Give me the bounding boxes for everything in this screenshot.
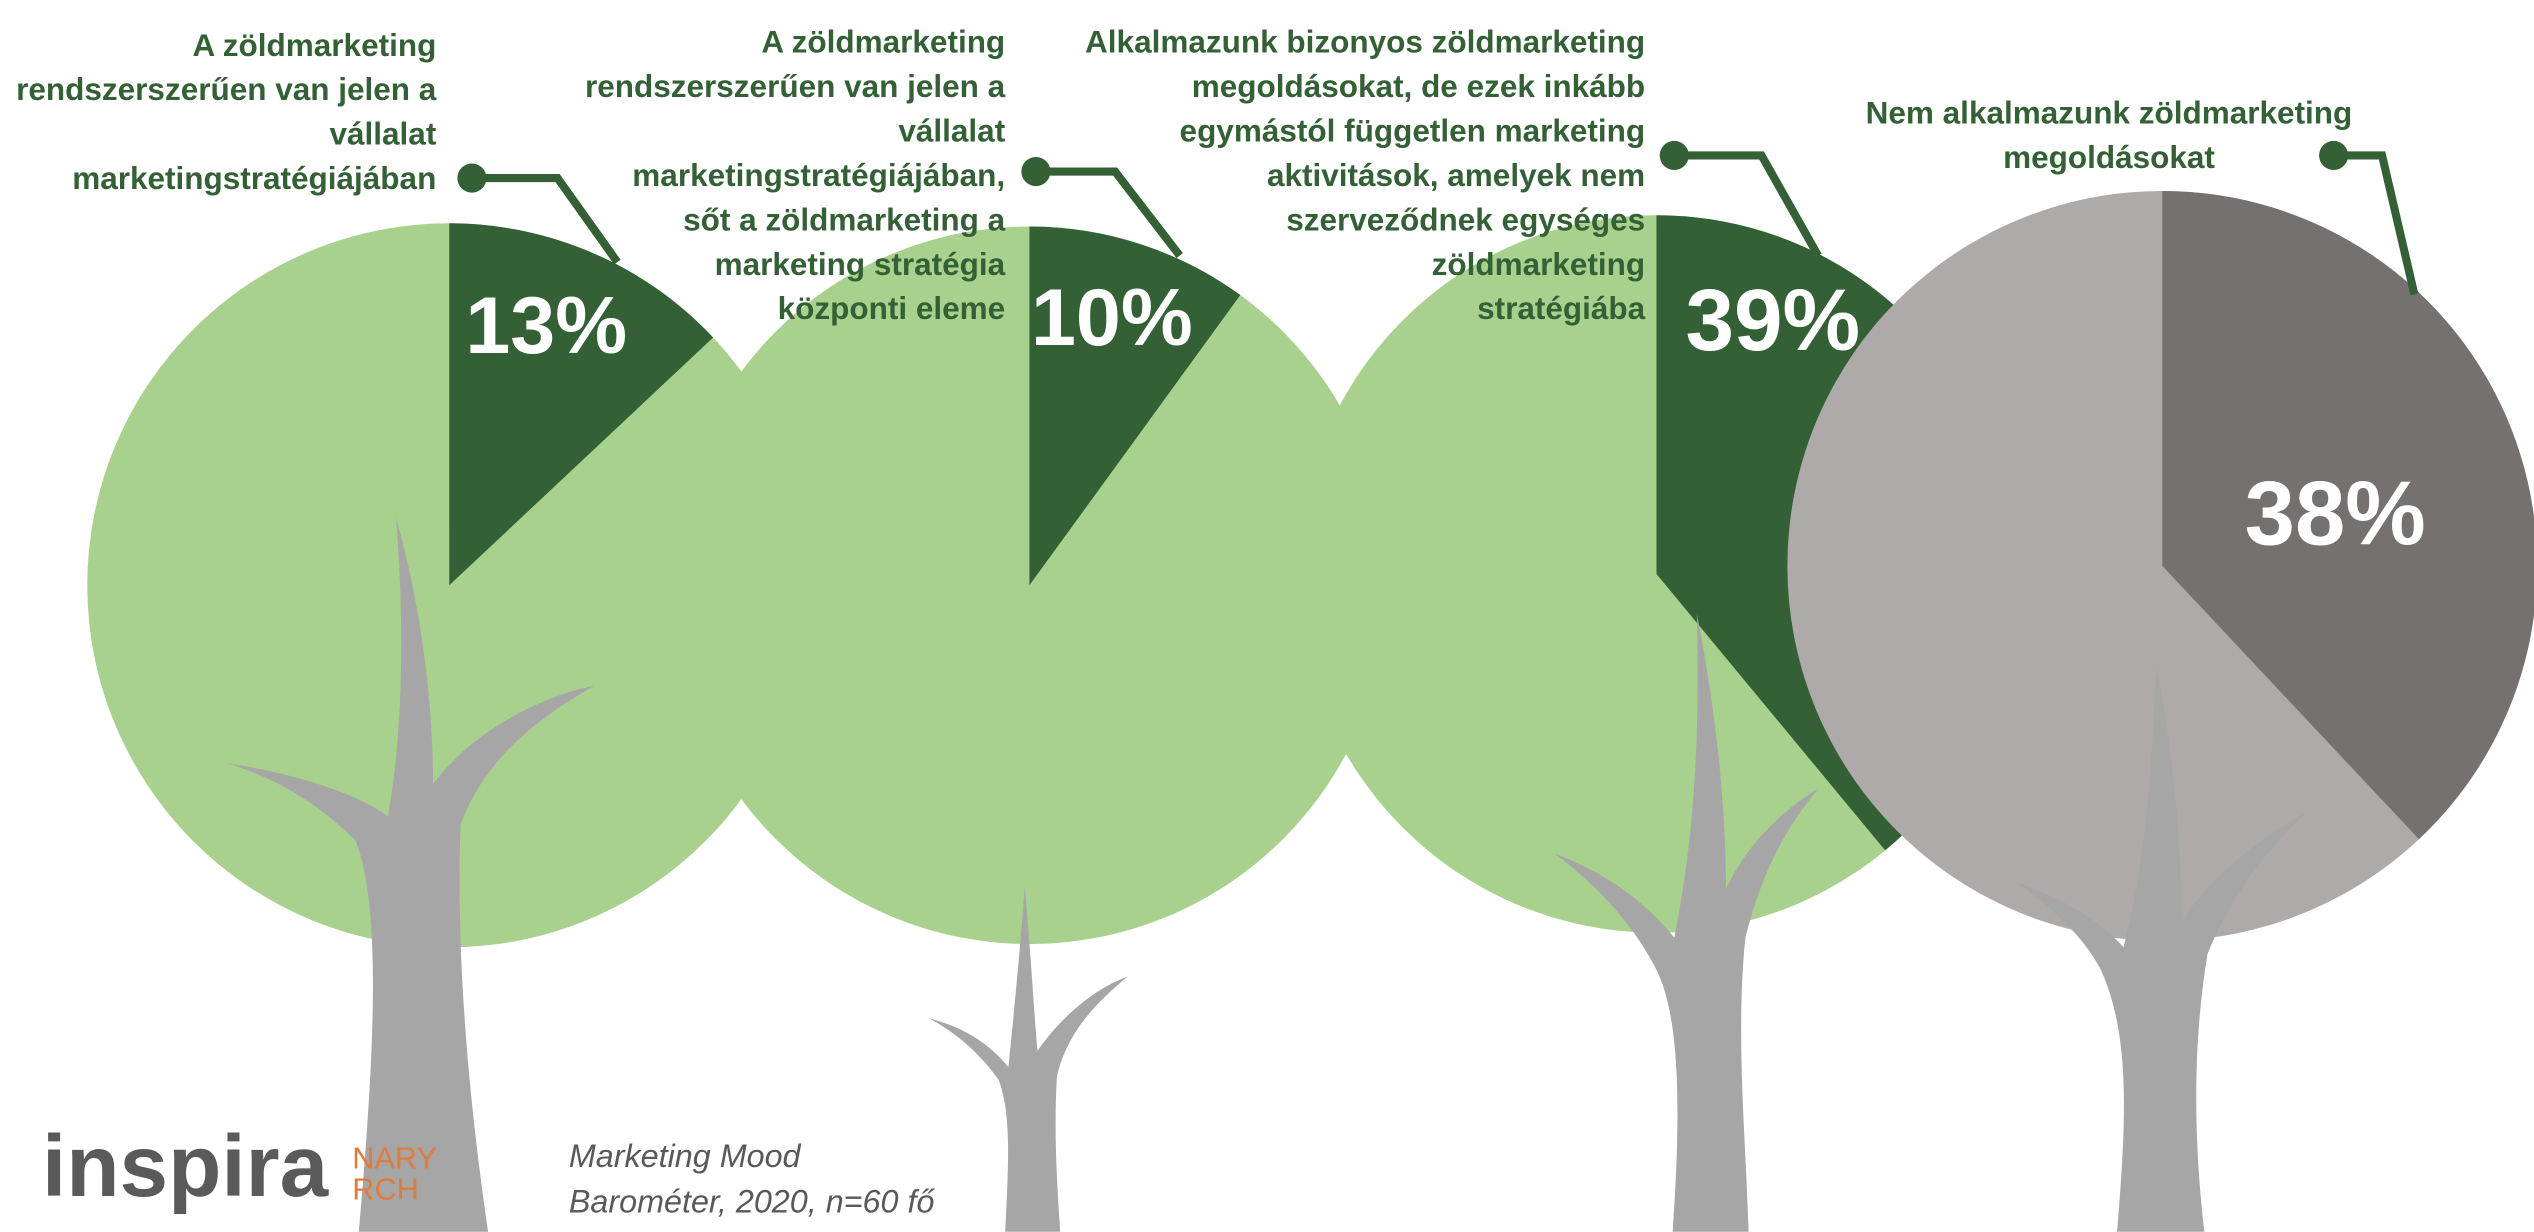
source-note: Marketing Mood	[569, 1138, 802, 1174]
category-label: marketing stratégia	[715, 246, 1006, 282]
category-label: sőt a zöldmarketing a	[683, 201, 1006, 237]
logo: inspira	[42, 1118, 330, 1215]
value-label: 39%	[1686, 272, 1861, 369]
pie-slice	[2162, 190, 2534, 840]
category-label: Nem alkalmazunk zöldmarketing	[1866, 95, 2353, 131]
leader-line	[471, 174, 621, 265]
category-label: rendszerszerűen van jelen a	[585, 68, 1006, 104]
category-label: vállalat	[330, 116, 437, 152]
category-label: rendszerszerűen van jelen a	[16, 71, 437, 107]
leader-line	[1035, 167, 1183, 259]
category-label: marketingstratégiájában,	[632, 157, 1005, 193]
logo-tagline: RCH	[352, 1171, 419, 1206]
value-label: 10%	[1031, 273, 1193, 363]
value-label: 38%	[2245, 464, 2426, 565]
category-label: egymástól független marketing	[1180, 112, 1646, 148]
leader-line	[2333, 151, 2419, 296]
leader-dot	[457, 163, 487, 193]
category-label: megoldásokat	[2003, 139, 2215, 175]
leader-dot	[2319, 140, 2349, 170]
category-label: marketingstratégiájában	[72, 160, 436, 196]
category-label: központi eleme	[778, 290, 1006, 326]
tree-trunk	[1554, 614, 1819, 1232]
leader-dot	[1659, 140, 1689, 170]
leader-dot	[1021, 157, 1051, 187]
trees	[226, 517, 2308, 1232]
category-label: aktivitások, amelyek nem	[1267, 157, 1645, 193]
tree-trunk	[929, 885, 1129, 1232]
labels: 13% A zöldmarketing rendszerszerűen van je…	[16, 24, 2426, 565]
leader-line	[1674, 151, 1822, 258]
logo-tagline: NARY	[352, 1141, 437, 1176]
category-label: szerveződnek egységes	[1286, 201, 1645, 237]
category-label: stratégiába	[1477, 290, 1646, 326]
category-label: megoldásokat, de ezek inkább	[1192, 68, 1645, 104]
tree-trunk	[226, 517, 595, 1232]
category-label: A zöldmarketing	[192, 27, 436, 63]
category-label: zöldmarketing	[1432, 246, 1646, 282]
pie-slice	[1029, 226, 1241, 586]
tree-trunk	[2016, 662, 2308, 1232]
pies	[87, 190, 2534, 948]
category-label: vállalat	[898, 112, 1005, 148]
category-label: A zöldmarketing	[761, 24, 1005, 60]
source-note: Barométer, 2020, n=60 fő	[569, 1183, 936, 1219]
category-label: Alkalmazunk bizonyos zöldmarketing	[1085, 24, 1645, 60]
pie-slice	[449, 223, 714, 586]
value-label: 13%	[465, 281, 627, 371]
